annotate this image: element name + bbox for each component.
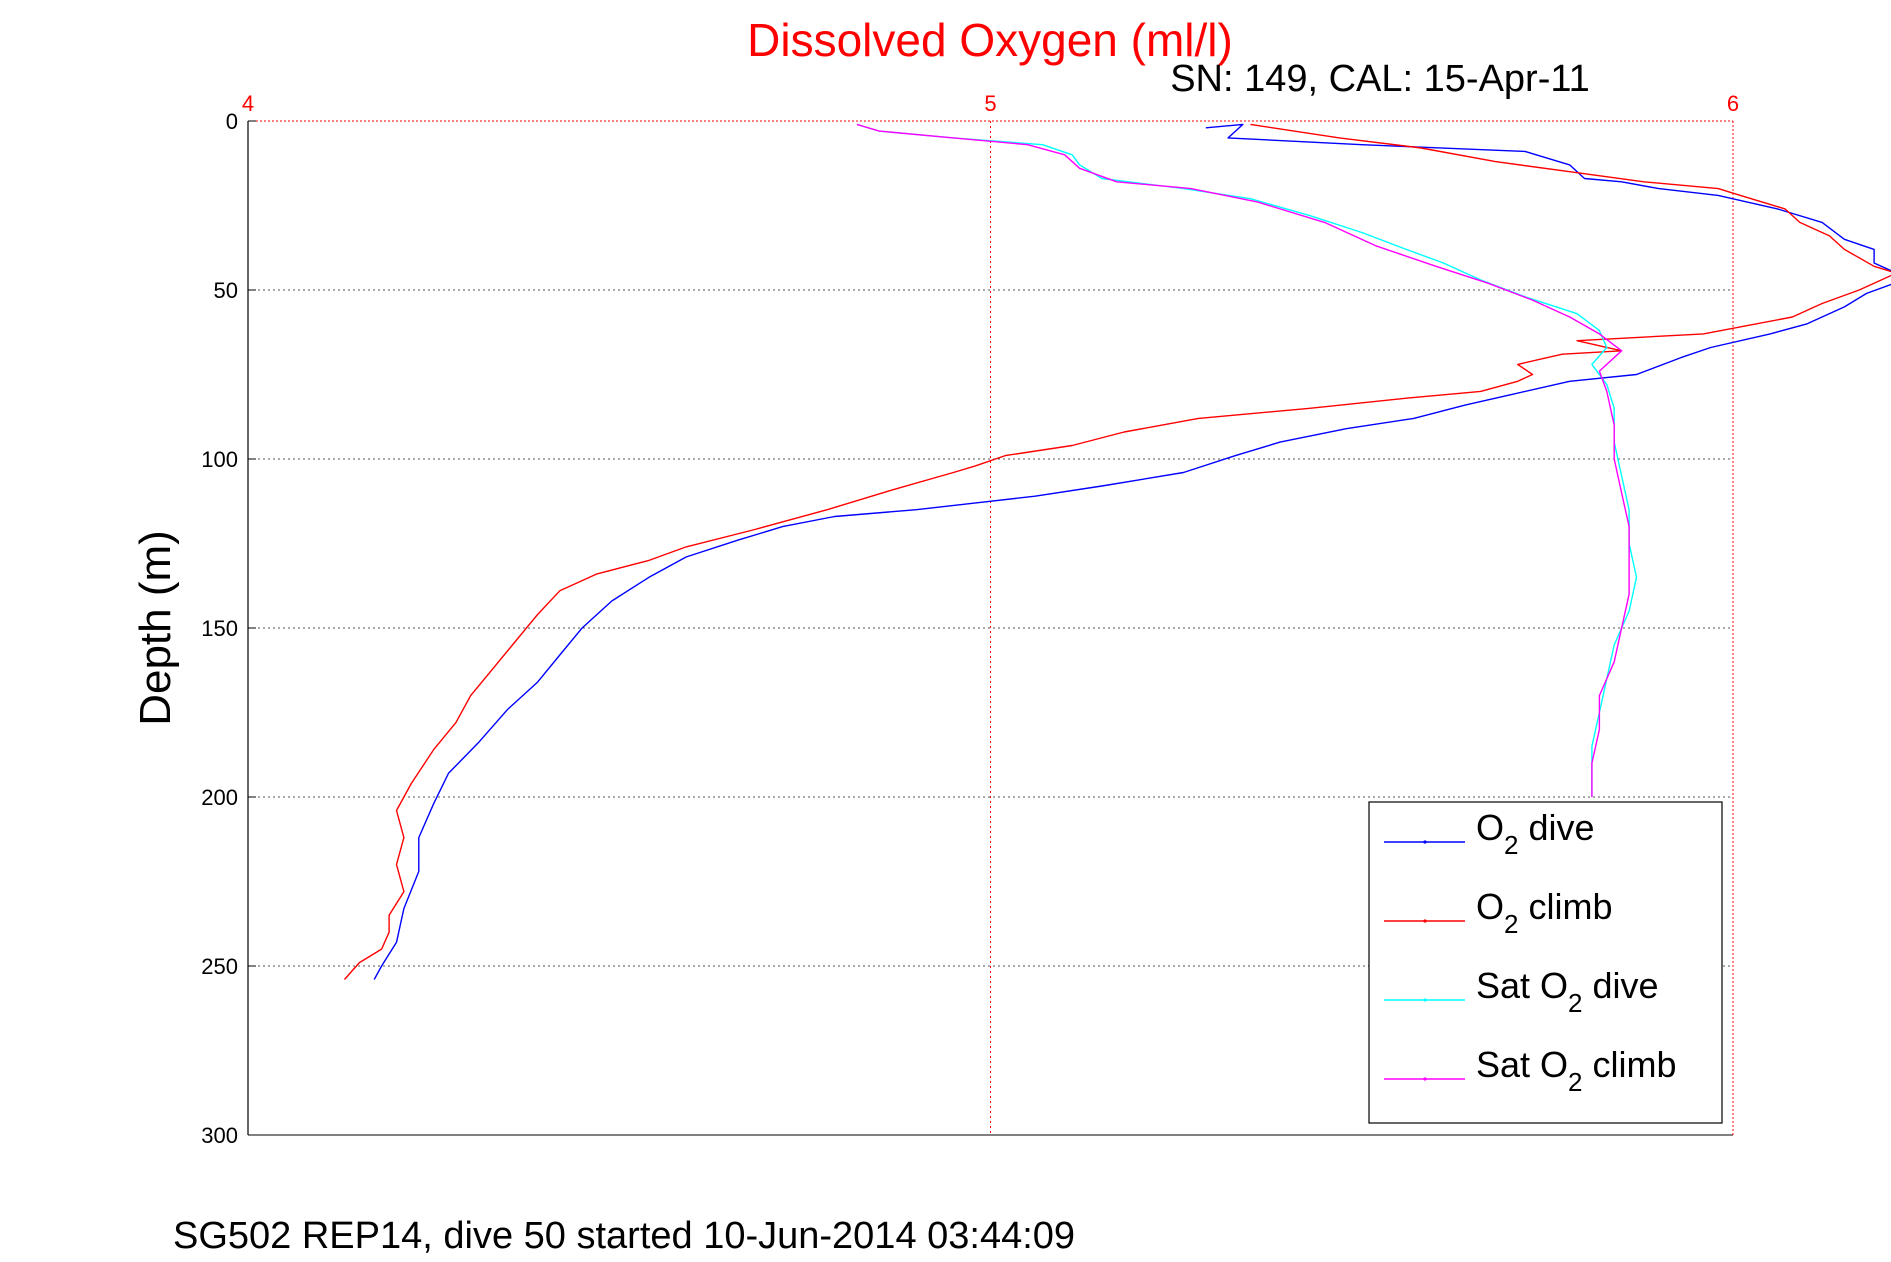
y-tick-labels: 0 50 100 150 200 250 300	[201, 109, 256, 1148]
grid-lines	[248, 121, 1733, 1135]
series-line-1	[373, 123, 1891, 980]
legend-label: O2 dive	[1476, 807, 1595, 860]
legend-swatch-marker	[1423, 919, 1427, 923]
x-tick-labels: 4 5 6	[242, 91, 1739, 116]
series-line-2	[343, 123, 1891, 980]
series-lines	[343, 123, 1891, 980]
chart-title: Dissolved Oxygen (ml/l)	[747, 14, 1233, 66]
legend-box	[1368, 801, 1723, 1124]
footer-caption: SG502 REP14, dive 50 started 10-Jun-2014…	[173, 1215, 1075, 1257]
series-line-4	[856, 123, 1630, 797]
y-tick-label: 100	[201, 447, 238, 472]
legend-label: O2 climb	[1476, 886, 1613, 939]
series-line-3	[856, 123, 1638, 797]
chart-subtitle: SN: 149, CAL: 15-Apr-11	[1170, 58, 1590, 100]
y-tick-label: 50	[214, 278, 238, 303]
legend-swatch-marker	[1423, 840, 1427, 844]
legend-label: Sat O2 climb	[1476, 1044, 1677, 1097]
legend-swatch-marker	[1423, 1077, 1427, 1081]
y-tick-label: 250	[201, 954, 238, 979]
y-tick-label: 150	[201, 616, 238, 641]
y-tick-label: 200	[201, 785, 238, 810]
y-tick-label: 0	[226, 109, 238, 134]
legend-label: Sat O2 dive	[1476, 965, 1659, 1018]
x-tick-label: 6	[1727, 91, 1739, 116]
y-tick-label: 300	[201, 1123, 238, 1148]
legend: O2 dive O2 climb Sat O2 dive Sat O2 climb	[1368, 801, 1723, 1124]
y-axis-label: Depth (m)	[131, 530, 180, 726]
x-tick-label: 5	[984, 91, 996, 116]
x-tick-label: 4	[242, 91, 254, 116]
legend-swatch-marker	[1423, 998, 1427, 1002]
